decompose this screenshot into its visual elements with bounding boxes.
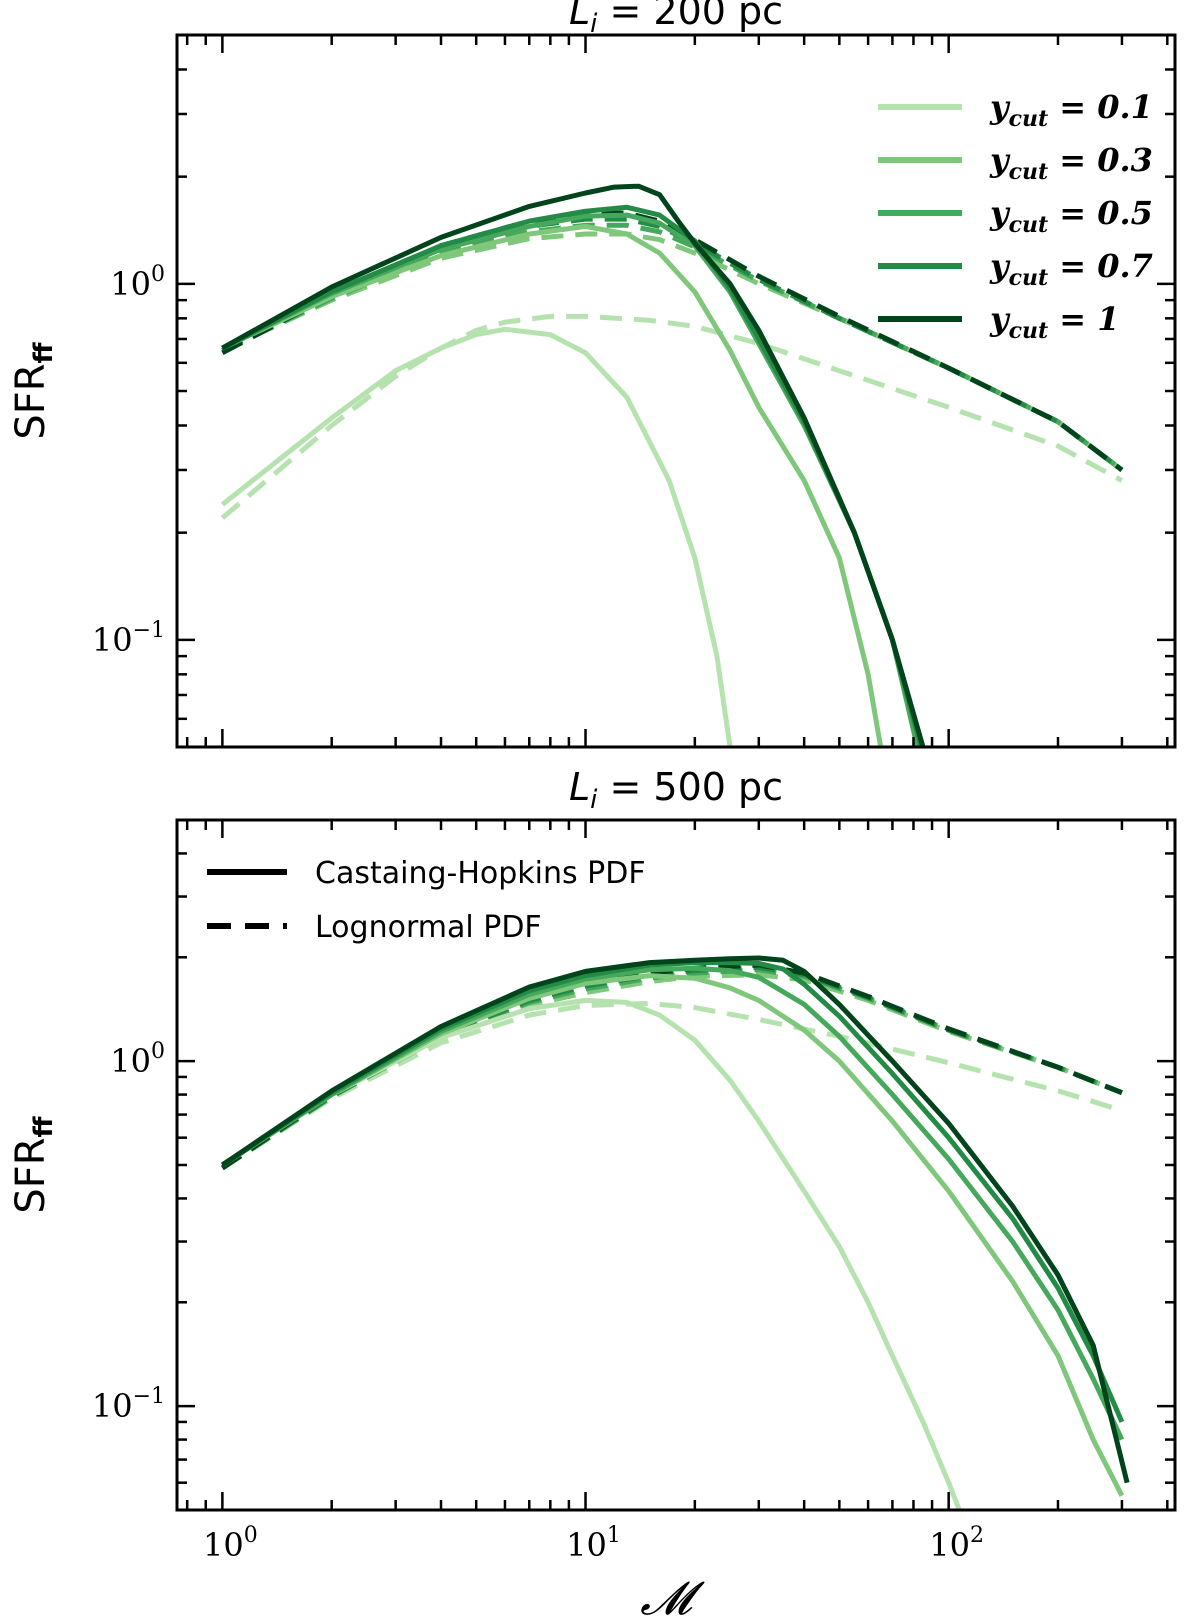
- panel-title: Li = 500 pc: [569, 765, 783, 815]
- x-axis-label: 𝓜: [640, 1571, 705, 1619]
- legend-label: ycut = 0.3: [989, 141, 1153, 185]
- y-tick-label: 10−1: [92, 618, 165, 659]
- series-line-castaing-1: [220, 326, 733, 747]
- tick-marks: [177, 818, 1175, 1512]
- legend-label: ycut = 0.1: [989, 88, 1153, 132]
- series-line-lognormal-4: [221, 964, 1123, 1171]
- legend-label: Castaing-Hopkins PDF: [315, 856, 646, 891]
- legend-label: ycut = 0.5: [989, 194, 1153, 238]
- y-tick-label: 100: [110, 1039, 165, 1080]
- series-line-lognormal-5: [221, 962, 1123, 1171]
- tick-marks: [177, 33, 1175, 749]
- y-tick-label: 10−1: [92, 1384, 165, 1425]
- legend: Castaing-Hopkins PDF Lognormal PDF: [207, 856, 646, 945]
- series-group: [220, 955, 1130, 1510]
- y-axis-label: SFRff: [8, 1115, 59, 1213]
- series-line-lognormal-4: [221, 216, 1124, 472]
- y-tick-label: 100: [110, 262, 165, 303]
- panel-2: Li = 500 pc 100 10−1 100 101 102 𝓜 SFRff Castain…: [8, 765, 1177, 1619]
- legend-label: ycut = 1: [989, 300, 1120, 344]
- series-line-lognormal-1: [221, 1000, 1123, 1171]
- x-tick-label: 102: [929, 1523, 984, 1564]
- x-tick-label: 101: [566, 1523, 621, 1564]
- series-line-lognormal-3: [221, 967, 1123, 1171]
- legend-label: ycut = 0.7: [989, 247, 1153, 291]
- legend: ycut = 0.1 ycut = 0.3 ycut = 0.5 ycut = 0.7…: [878, 88, 1153, 344]
- x-tick-label: 100: [203, 1523, 258, 1564]
- axes-frame: [175, 33, 1177, 749]
- series-line-castaing-5: [220, 955, 1130, 1484]
- legend-label: Lognormal PDF: [315, 910, 542, 945]
- series-line-castaing-4: [221, 960, 1125, 1423]
- series-line-castaing-2: [221, 223, 884, 747]
- series-line-lognormal-5: [221, 210, 1124, 472]
- series-line-castaing-2: [221, 973, 1125, 1497]
- series-group: [220, 183, 1124, 747]
- panel-title: Li = 200 pc: [569, 0, 783, 39]
- series-line-lognormal-1: [220, 313, 1124, 520]
- series-line-castaing-5: [221, 183, 926, 747]
- y-axis-label: SFRff: [8, 341, 59, 439]
- series-line-castaing-3: [221, 965, 1125, 1441]
- series-line-lognormal-3: [221, 222, 1124, 472]
- series-line-castaing-1: [221, 997, 962, 1510]
- series-line-lognormal-2: [221, 231, 1124, 472]
